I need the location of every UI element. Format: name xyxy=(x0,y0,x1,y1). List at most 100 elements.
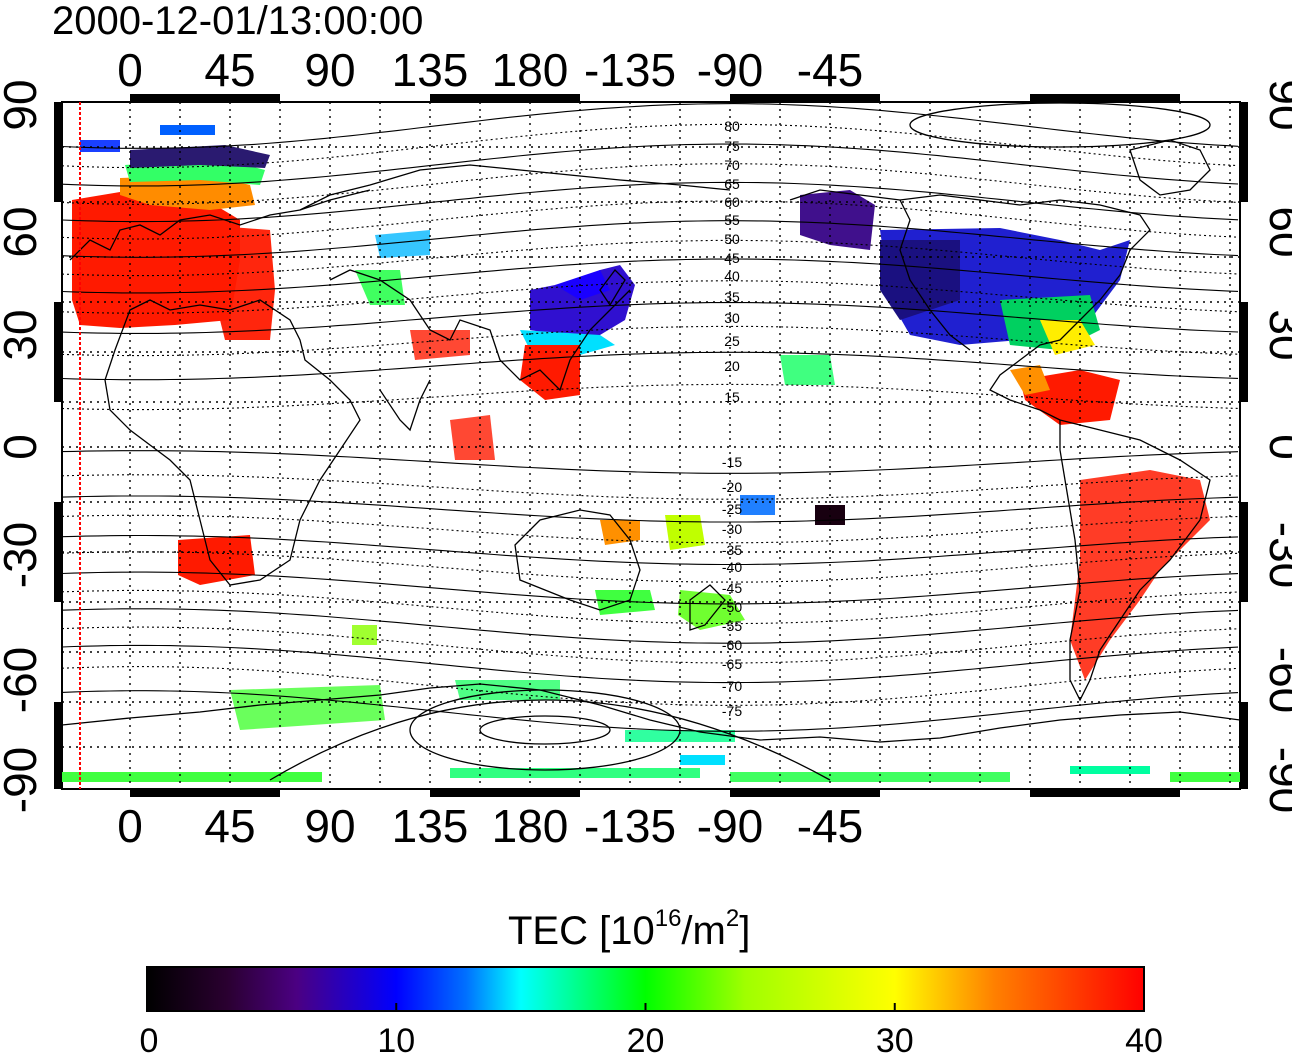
contour-label: -65 xyxy=(722,656,742,672)
colorbar-tick-label: 30 xyxy=(876,1022,914,1057)
lon-tick-top: -135 xyxy=(584,44,676,96)
lon-tick-bottom: 0 xyxy=(117,800,143,852)
magnetic-latitude-contours xyxy=(62,102,1239,781)
frame-tick-bars xyxy=(54,94,1248,797)
mag-lat-contour xyxy=(62,534,1239,566)
colorbar-tick-label: 20 xyxy=(627,1022,665,1057)
lat-tick-right: 90 xyxy=(1260,79,1292,130)
contour-label: 35 xyxy=(724,289,740,305)
mag-lat-contour xyxy=(62,239,1239,277)
mag-lat-contour xyxy=(62,163,1239,205)
contour-label: 65 xyxy=(724,176,740,192)
coastlines xyxy=(62,139,1240,743)
lon-tick-bottom: -45 xyxy=(797,800,863,852)
mag-lat-contour xyxy=(62,302,1239,334)
contour-label: -60 xyxy=(722,637,742,653)
contour-label: -70 xyxy=(722,678,742,694)
mag-lat-contour xyxy=(62,474,1239,500)
contour-label: 50 xyxy=(724,231,740,247)
contour-label: -50 xyxy=(722,599,742,615)
lon-axis-top: 0 45 90 135 180 -135 -90 -45 xyxy=(117,44,863,96)
mag-lat-contour xyxy=(62,103,1239,149)
contour-label: 75 xyxy=(724,138,740,154)
lat-tick-left: 30 xyxy=(0,309,46,360)
contour-label: -20 xyxy=(722,479,742,495)
colorbar-title: TEC [1016/m2] xyxy=(508,905,750,954)
plot-title: 2000-12-01/13:00:00 xyxy=(52,0,423,43)
contour-labels: 80 75 70 65 60 55 50 45 40 35 30 25 20 15 -15 -20 -25 -30… xyxy=(722,118,742,719)
lon-tick-bottom: 90 xyxy=(304,800,355,852)
mag-lat-contour xyxy=(62,666,1239,706)
lon-tick-bottom: -90 xyxy=(697,800,763,852)
contour-label: 40 xyxy=(724,268,740,284)
mag-lat-contour xyxy=(62,200,1239,240)
lon-tick-top: 90 xyxy=(304,44,355,96)
lat-tick-left: -30 xyxy=(0,522,46,588)
mag-lat-contour xyxy=(62,123,1239,169)
lon-tick-top: -90 xyxy=(697,44,763,96)
contour-label: -45 xyxy=(722,580,742,596)
lat-tick-right: 0 xyxy=(1260,434,1292,460)
lat-tick-left: 60 xyxy=(0,206,46,257)
colorbar-title-unit-exponent: 2 xyxy=(725,905,740,932)
contour-label: -75 xyxy=(722,703,742,719)
contour-label: 20 xyxy=(724,358,740,374)
lon-tick-top: 0 xyxy=(117,44,143,96)
contour-label: 60 xyxy=(724,194,740,210)
colorbar-title-main: TEC [10 xyxy=(508,909,655,953)
lat-axis-right: 90 60 30 0 -30 -60 -90 xyxy=(1260,79,1292,813)
lon-tick-bottom: -135 xyxy=(584,800,676,852)
lat-tick-right: -30 xyxy=(1260,522,1292,588)
lon-tick-top: 180 xyxy=(492,44,569,96)
lon-tick-bottom: 135 xyxy=(392,800,469,852)
lon-tick-bottom: 45 xyxy=(204,800,255,852)
mag-lat-contour xyxy=(62,608,1239,644)
south-pole-contour-outer xyxy=(269,699,831,781)
lat-tick-left: 0 xyxy=(0,434,46,460)
lat-tick-left: 90 xyxy=(0,79,46,130)
mag-lat-contour xyxy=(62,626,1239,664)
mag-lat-contour xyxy=(62,220,1239,258)
colorbar-tick-label: 40 xyxy=(1125,1022,1163,1057)
contour-label: 30 xyxy=(724,310,740,326)
mag-lat-contour xyxy=(62,280,1239,314)
lat-tick-right: -90 xyxy=(1260,747,1292,813)
mag-lat-contour xyxy=(62,690,1239,732)
colorbar-tick-label: 10 xyxy=(377,1022,415,1057)
colorbar-title-unit: /m xyxy=(681,909,726,953)
lon-tick-top: -45 xyxy=(797,44,863,96)
mag-lat-contour xyxy=(62,514,1239,544)
contour-label: -15 xyxy=(722,454,742,470)
north-pole-contour xyxy=(909,102,1211,148)
contour-label: 70 xyxy=(724,157,740,173)
lon-tick-bottom: 180 xyxy=(492,800,569,852)
lat-tick-left: -90 xyxy=(0,747,46,813)
lon-tick-top: 135 xyxy=(392,44,469,96)
mag-lat-contour xyxy=(62,143,1239,187)
lat-tick-right: 30 xyxy=(1260,309,1292,360)
lon-axis-bottom: 0 45 90 135 180 -135 -90 -45 xyxy=(117,800,863,852)
colorbar-tick-label: 0 xyxy=(140,1022,159,1057)
contour-label: -40 xyxy=(722,559,742,575)
mag-lat-contour xyxy=(62,589,1239,625)
contour-label: 25 xyxy=(724,333,740,349)
lon-tick-top: 45 xyxy=(204,44,255,96)
colorbar-title-end: ] xyxy=(739,909,751,953)
lat-tick-right: 60 xyxy=(1260,206,1292,257)
lat-axis-left: 90 60 30 0 -30 -60 -90 xyxy=(0,79,46,813)
mag-lat-contour xyxy=(62,181,1239,223)
contour-label: 80 xyxy=(724,118,740,134)
map-frame xyxy=(61,101,1241,790)
contour-label: -35 xyxy=(722,542,742,558)
mag-lat-contour xyxy=(62,450,1239,474)
contour-label: -55 xyxy=(722,618,742,634)
contour-label: 45 xyxy=(724,250,740,266)
mag-lat-contour xyxy=(62,258,1239,294)
contour-label: 15 xyxy=(724,389,740,405)
mag-lat-contour xyxy=(62,351,1239,381)
mag-lat-contour xyxy=(62,325,1239,357)
mag-lat-contour xyxy=(62,571,1239,605)
mag-lat-contour xyxy=(62,495,1239,523)
contour-label: 55 xyxy=(724,212,740,228)
